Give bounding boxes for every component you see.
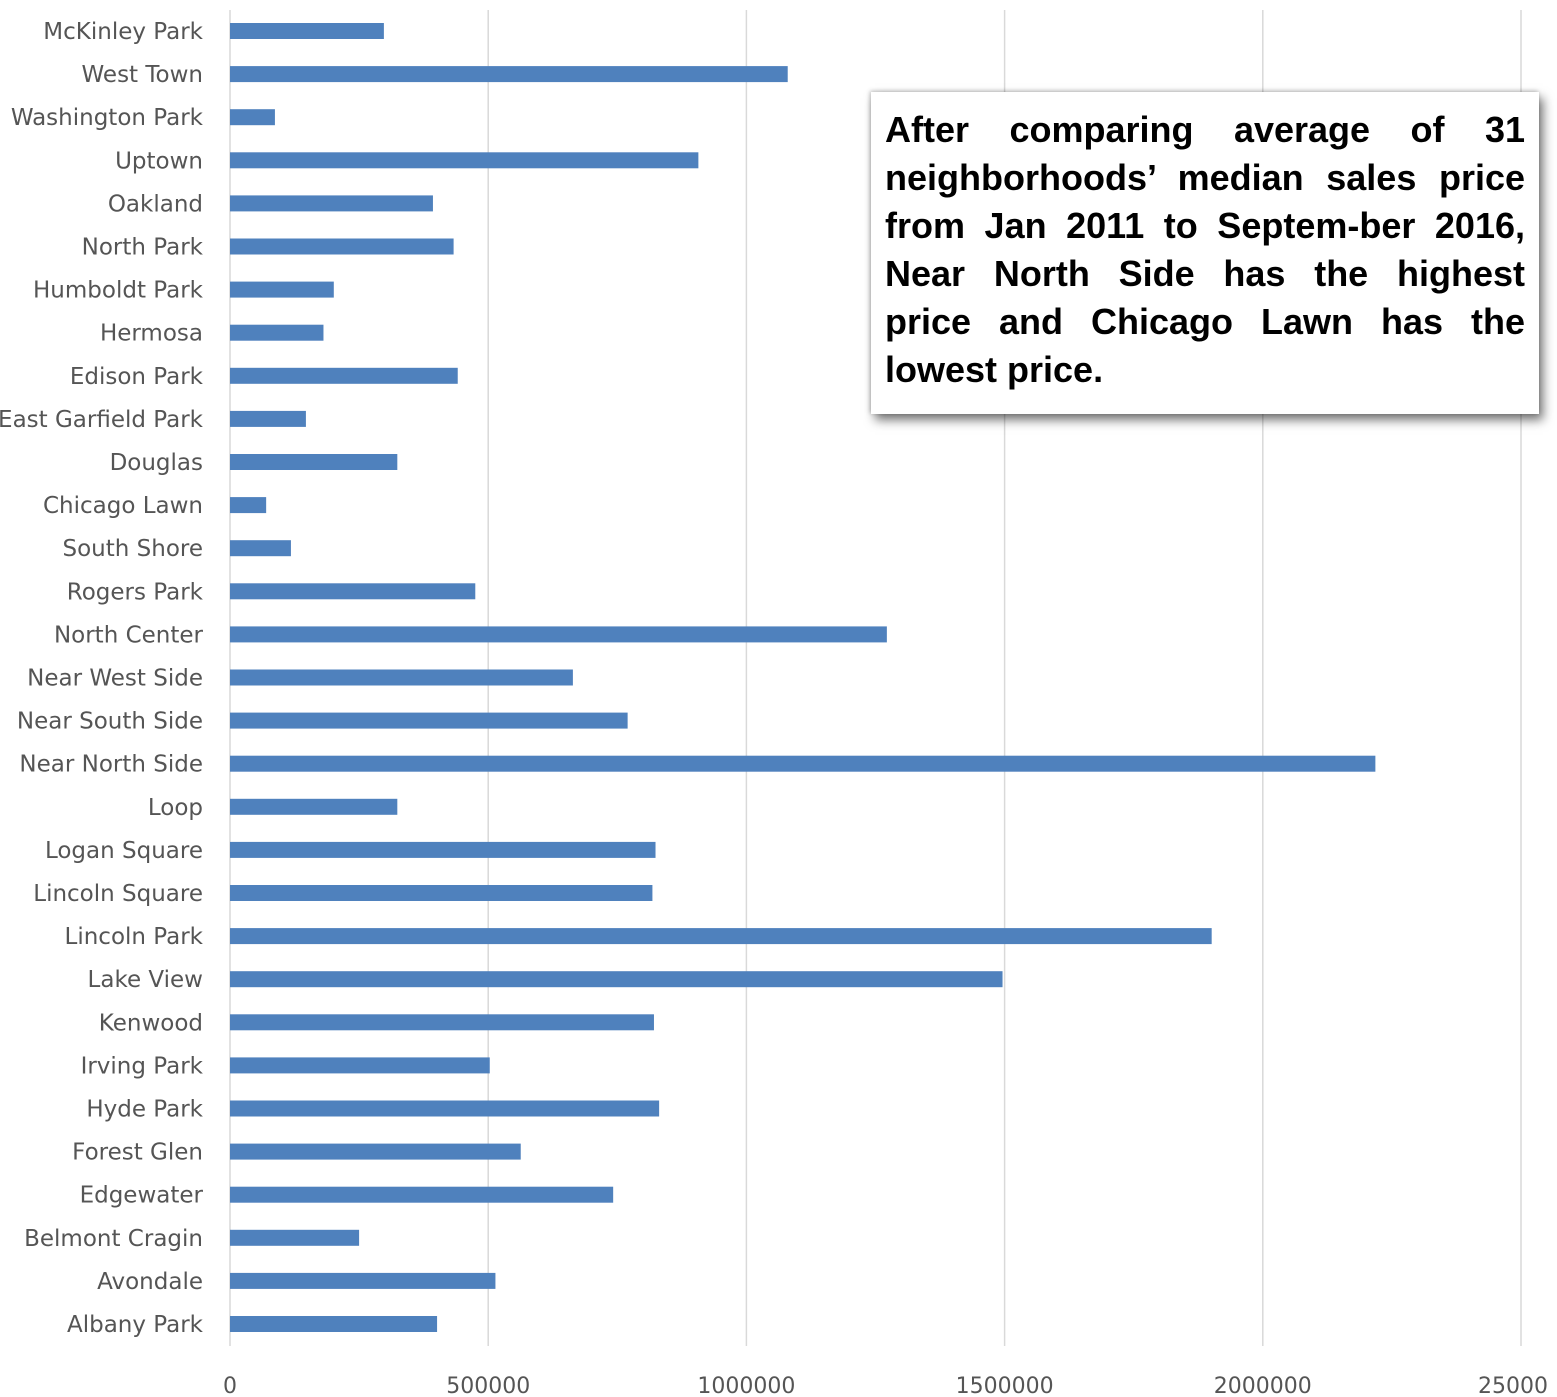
x-tick-label: 1500000 — [956, 1374, 1054, 1397]
bar — [230, 281, 334, 298]
category-label: Edison Park — [70, 364, 204, 390]
category-label: Rogers Park — [67, 579, 204, 605]
category-label: Oakland — [108, 191, 203, 217]
bar — [230, 928, 1212, 945]
bar — [230, 324, 324, 341]
bar — [230, 540, 291, 557]
category-label: McKinley Park — [43, 19, 203, 45]
bar — [230, 195, 433, 212]
category-label: Lincoln Square — [33, 881, 203, 907]
x-axis-tick-labels: 0 500000 1000000 1500000 2000000 25000 — [223, 1374, 1548, 1397]
bar — [230, 109, 275, 126]
category-label: Humboldt Park — [33, 278, 204, 304]
bar — [230, 152, 699, 169]
bar — [230, 583, 476, 600]
bar — [230, 885, 653, 901]
category-label: East Garfield Park — [0, 407, 204, 433]
bar — [230, 712, 628, 729]
category-label: South Shore — [62, 536, 203, 562]
annotation-text: After comparing average of 31 neighborho… — [885, 109, 1525, 390]
category-label: North Park — [82, 235, 204, 261]
x-tick-label: 0 — [223, 1374, 237, 1397]
category-label: Near North Side — [19, 752, 203, 778]
x-tick-label: 2000000 — [1214, 1374, 1312, 1397]
category-label: Douglas — [110, 450, 203, 476]
bar — [230, 1014, 654, 1031]
bar — [230, 971, 1003, 988]
category-label: Near South Side — [17, 709, 203, 735]
category-label: Forest Glen — [72, 1140, 203, 1166]
bar — [230, 1143, 521, 1160]
category-label: Logan Square — [45, 838, 203, 864]
x-tick-label: 25000 — [1478, 1374, 1548, 1397]
bar — [230, 1186, 614, 1203]
category-label: Chicago Lawn — [43, 493, 203, 519]
bar — [230, 1057, 490, 1074]
bar — [230, 626, 887, 643]
category-label: Hermosa — [100, 321, 203, 347]
bar — [230, 669, 573, 686]
bar — [230, 23, 384, 39]
category-label: Loop — [148, 795, 203, 821]
bar — [230, 798, 398, 815]
bar — [230, 1316, 438, 1332]
category-label: Irving Park — [81, 1053, 204, 1079]
bar — [230, 367, 458, 384]
category-label: Avondale — [97, 1269, 203, 1295]
category-label: Washington Park — [11, 105, 204, 131]
x-tick-label: 1000000 — [697, 1374, 795, 1397]
category-label: West Town — [82, 62, 203, 88]
annotation-callout: After comparing average of 31 neighborho… — [871, 92, 1539, 414]
bar — [230, 841, 656, 858]
bar — [230, 66, 788, 83]
category-label: Edgewater — [80, 1183, 204, 1209]
x-tick-label: 500000 — [446, 1374, 530, 1397]
category-label: Kenwood — [99, 1010, 203, 1036]
category-labels: McKinley Park West Town Washington Park Upt… — [0, 19, 204, 1338]
category-label: Near West Side — [27, 666, 203, 692]
category-label: Belmont Cragin — [24, 1226, 203, 1252]
category-label: North Center — [54, 622, 204, 648]
category-label: Hyde Park — [86, 1097, 203, 1123]
bar — [230, 410, 306, 427]
bar — [230, 1229, 360, 1246]
bar — [230, 238, 454, 255]
category-label: Uptown — [115, 148, 203, 174]
category-label: Lincoln Park — [65, 924, 204, 950]
bar — [230, 1272, 496, 1289]
bar — [230, 497, 267, 514]
bar — [230, 454, 398, 470]
category-label: Lake View — [88, 967, 203, 993]
bar-series — [230, 23, 1376, 1332]
bar — [230, 755, 1376, 772]
category-label: Albany Park — [67, 1312, 204, 1338]
bar — [230, 1100, 660, 1117]
